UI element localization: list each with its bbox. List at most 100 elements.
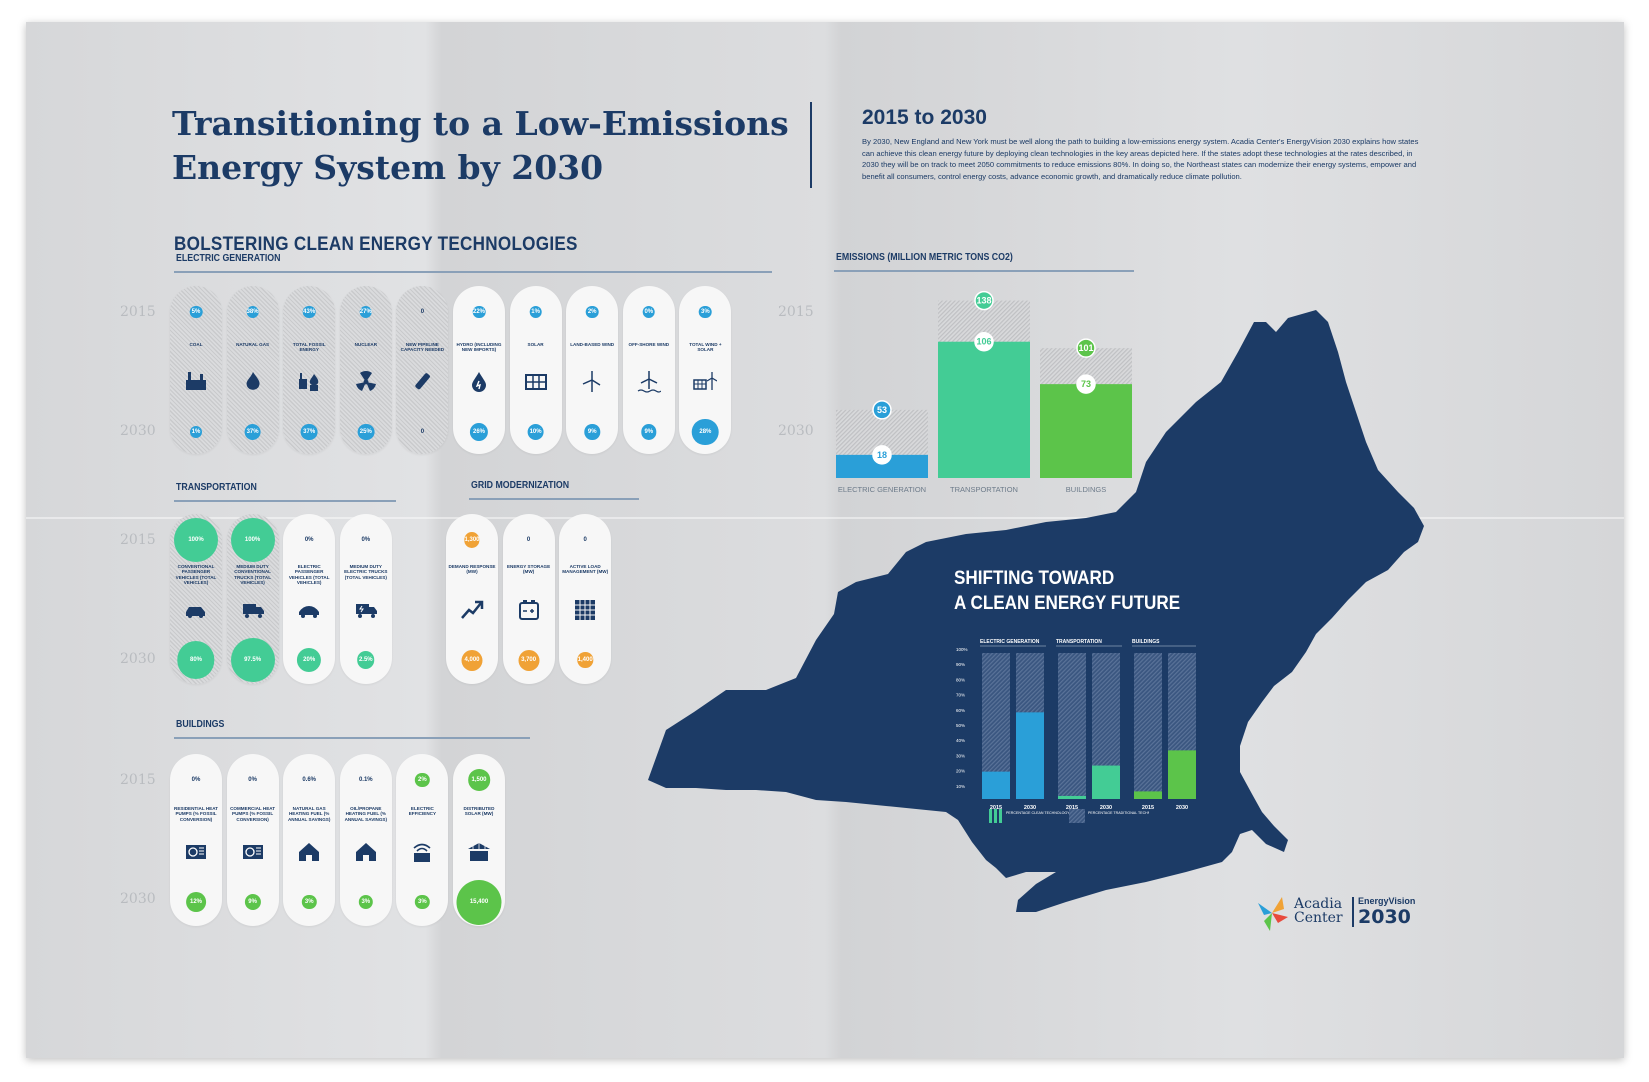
metric-pill: 0 NEW PIPELINE CAPACITY NEEDED 0 xyxy=(396,286,449,454)
emissions-category-label: TRANSPORTATION xyxy=(950,485,1018,492)
shift-bar-clean xyxy=(1092,765,1120,799)
electric-rule xyxy=(174,271,772,273)
pill-label: SOLAR xyxy=(527,342,544,347)
emissions-bar-2030 xyxy=(938,341,1030,478)
metric-pill: 0 ACTIVE LOAD MANAGEMENT (MW) 1,400 xyxy=(559,514,612,684)
transportation-rule xyxy=(174,500,396,502)
start-value-dot: 0 xyxy=(420,308,425,315)
metric-pill: 5% COAL 1% xyxy=(170,286,222,454)
buildings-heading: BUILDINGS xyxy=(176,719,225,730)
start-value-dot: 1,300 xyxy=(464,532,480,548)
emissions-chart-title: EMISSIONS (MILLION METRIC TONS CO2) xyxy=(836,252,1013,263)
y-tick-label: 40% xyxy=(956,738,965,743)
metric-pill: 0% OFF-SHORE WIND 9% xyxy=(622,286,675,454)
shift-year-label: 2030 xyxy=(1100,805,1112,811)
logo-product-year: 2030 xyxy=(1358,906,1411,928)
northeast-map xyxy=(648,310,1424,912)
shift-chart: 100% 90% 80% 70% 60% 50% 40% 30% 20% 10% ELECTRIC … xyxy=(956,639,1196,811)
pill-label: RESIDENTIAL HEAT PUMPS (% FOSSIL CONVERS… xyxy=(174,806,218,822)
shift-bar-traditional xyxy=(1058,653,1086,799)
title-divider xyxy=(810,102,812,188)
pill-label: ELECTRIC PASSENGER VEHICLES (TOTAL VEHIC… xyxy=(288,564,330,586)
metric-pill: 22% HYDRO (INCLUDING NEW IMPORTS) 26% xyxy=(453,286,505,454)
pill-label: OIL/PROPANE HEATING FUEL (% ANNUAL SAVIN… xyxy=(344,806,388,822)
logo-product: EnergyVision xyxy=(1358,896,1416,906)
wind-turbine-icon xyxy=(580,370,604,399)
start-value-dot: 5% xyxy=(189,305,203,319)
start-value-dot: 0% xyxy=(304,537,314,543)
offshore-wind-icon xyxy=(637,370,662,399)
emissions-chart: 53 18 ELECTRIC GENERATION 138 106 TRANSPORTAT… xyxy=(836,290,1132,492)
year-label-2030: 2030 xyxy=(120,423,156,439)
infographic-poster: Transitioning to a Low-Emissions Energy … xyxy=(26,22,1624,1058)
year-label-2030: 2030 xyxy=(120,891,156,907)
year-label-2015: 2015 xyxy=(778,304,814,320)
shift-bar-clean xyxy=(1016,712,1044,799)
transportation-heading: TRANSPORTATION xyxy=(176,482,257,493)
hydro-drop-icon xyxy=(467,370,491,399)
logo-org: Acadia Center xyxy=(1294,897,1343,925)
end-value-dot: 28% xyxy=(692,418,719,446)
shift-year-label: 2030 xyxy=(1024,805,1036,811)
emissions-label-2030: 73 xyxy=(1081,379,1091,389)
end-value-dot: 3,700 xyxy=(518,649,540,671)
fossil-icon xyxy=(297,370,321,399)
shift-bar-clean xyxy=(982,771,1010,799)
shift-group-label: TRANSPORTATION xyxy=(1056,639,1102,645)
y-tick-label: 50% xyxy=(956,723,965,728)
title-line-2: Energy System by 2030 xyxy=(172,148,604,187)
shift-legend: PERCENTAGE CLEAN TECHNOLOGY PERCENTAGE T… xyxy=(989,809,1149,823)
pill-label: MEDIUM DUTY CONVENTIONAL TRUCKS (TOTAL V… xyxy=(234,564,272,586)
start-value-dot: 1% xyxy=(529,305,542,319)
metric-pill: 0% COMMERCIAL HEAT PUMPS (% FOSSIL CONVER… xyxy=(226,754,279,926)
legend-label-clean: PERCENTAGE CLEAN TECHNOLOGY xyxy=(1006,811,1070,815)
y-tick-label: 100% xyxy=(956,647,968,652)
start-value-dot: 0% xyxy=(642,305,656,319)
pill-label: CONVENTIONAL PASSENGER VEHICLES (TOTAL V… xyxy=(175,564,217,586)
start-value-dot: 0 xyxy=(583,537,587,543)
start-value-dot: 100% xyxy=(174,518,218,562)
period-heading: 2015 to 2030 xyxy=(862,106,987,129)
metric-pill: 2% ELECTRIC EFFICIENCY 3% xyxy=(396,754,449,926)
legend-swatch-clean xyxy=(999,809,1002,823)
metric-pill: 0% MEDIUM DUTY ELECTRIC TRUCKS (TOTAL VEH… xyxy=(339,514,392,684)
legend-label-traditional: PERCENTAGE TRADITIONAL TECHNOLOGY xyxy=(1088,811,1149,815)
pill-label: ACTIVE LOAD MANAGEMENT (MW) xyxy=(562,564,609,575)
car-icon xyxy=(184,598,208,627)
metric-pill: 0.1% OIL/PROPANE HEATING FUEL (% ANNUAL S… xyxy=(339,754,392,926)
rooftop-solar-icon xyxy=(467,840,491,869)
pill-label: NEW PIPELINE CAPACITY NEEDED xyxy=(400,342,445,353)
house-icon xyxy=(354,840,378,869)
map-title-line-1: SHIFTING TOWARD xyxy=(954,568,1115,589)
page-title: Transitioning to a Low-Emissions Energy … xyxy=(172,102,812,190)
metric-pill: 3% TOTAL WIND + SOLAR 28% xyxy=(679,286,732,454)
start-value-dot: 22% xyxy=(472,305,486,319)
shift-year-label: 2030 xyxy=(1176,805,1188,811)
end-value-dot: 3% xyxy=(415,894,430,910)
metric-pill: 100% CONVENTIONAL PASSENGER VEHICLES (TOT… xyxy=(170,514,222,684)
heat-pump-icon xyxy=(184,840,208,869)
shift-year-label: 2015 xyxy=(1142,805,1154,811)
emissions-marker xyxy=(1076,338,1096,358)
pill-label: TOTAL FOSSIL ENERGY xyxy=(292,342,326,353)
start-value-dot: 0% xyxy=(191,777,201,783)
start-value-dot: 27% xyxy=(359,305,373,319)
start-value-dot: 2% xyxy=(585,305,599,319)
start-value-dot: 38% xyxy=(246,305,259,319)
pill-label: COAL xyxy=(189,342,203,347)
end-value-dot: 2.5% xyxy=(357,651,375,669)
pill-label: MEDIUM DUTY ELECTRIC TRUCKS (TOTAL VEHIC… xyxy=(344,564,388,580)
shift-bar-clean xyxy=(1134,791,1162,799)
y-tick-label: 80% xyxy=(956,677,965,682)
house-icon xyxy=(297,840,321,869)
emissions-category-label: ELECTRIC GENERATION xyxy=(838,485,926,492)
metric-pill: 1% SOLAR 10% xyxy=(509,286,562,454)
emissions-marker xyxy=(872,400,892,420)
end-value-dot: 1% xyxy=(190,426,202,438)
metric-pill: 43% TOTAL FOSSIL ENERGY 37% xyxy=(283,286,336,454)
grid-heading: GRID MODERNIZATION xyxy=(471,480,570,491)
y-tick-label: 90% xyxy=(956,662,965,667)
pill-label: DEMAND RESPONSE (MW) xyxy=(448,564,496,575)
logo-divider xyxy=(1352,897,1354,927)
pill-label: OFF-SHORE WIND xyxy=(628,342,670,347)
